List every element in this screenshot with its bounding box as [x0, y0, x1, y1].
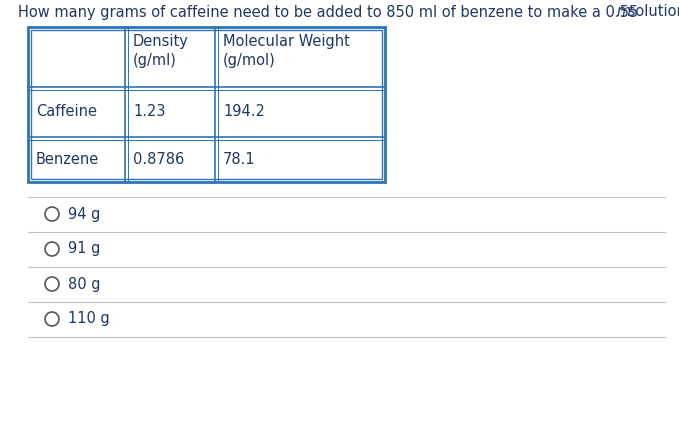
Text: Molecular Weight
(g/mol): Molecular Weight (g/mol) [223, 34, 350, 69]
Text: 1.23: 1.23 [133, 104, 166, 119]
Text: Benzene: Benzene [36, 152, 99, 167]
Text: 80 g: 80 g [68, 277, 100, 292]
Text: 0.8786: 0.8786 [133, 152, 184, 167]
Text: solution?: solution? [623, 4, 679, 19]
Text: m: m [616, 4, 630, 19]
Text: 78.1: 78.1 [223, 152, 255, 167]
Text: 194.2: 194.2 [223, 104, 265, 119]
Text: 94 g: 94 g [68, 206, 100, 221]
Bar [28, 27, 385, 182]
Text: 91 g: 91 g [68, 241, 100, 256]
Bar [31, 30, 382, 179]
Text: Density
(g/ml): Density (g/ml) [133, 34, 189, 69]
Text: 110 g: 110 g [68, 312, 110, 327]
Text: How many grams of caffeine need to be added to 850 ml of benzene to make a 0.55: How many grams of caffeine need to be ad… [18, 4, 643, 19]
Text: Caffeine: Caffeine [36, 104, 97, 119]
